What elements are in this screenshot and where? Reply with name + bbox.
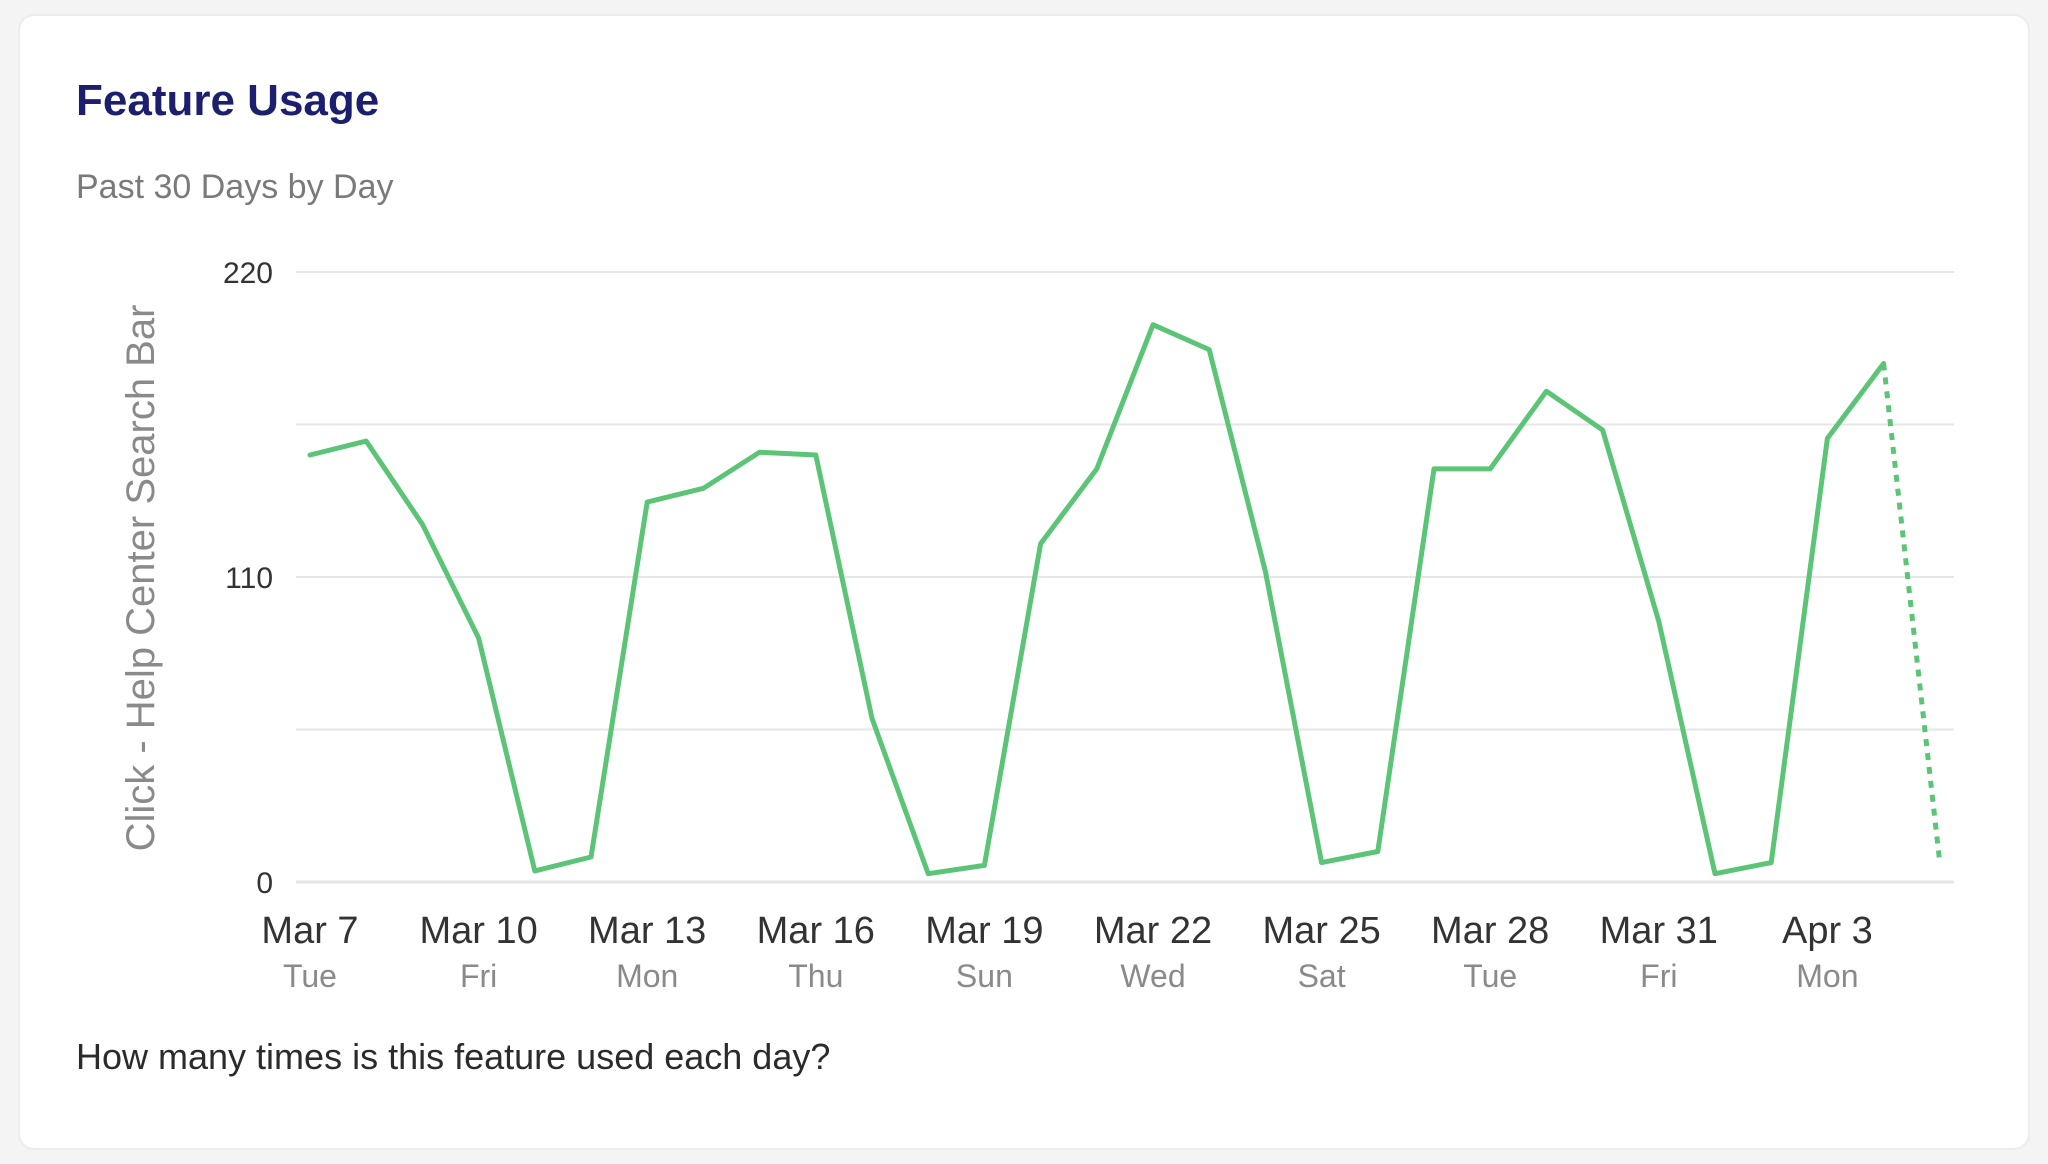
- y-tick-label: 220: [223, 257, 273, 290]
- x-tick-date: Mar 25: [1262, 910, 1380, 952]
- x-tick-weekday: Sun: [956, 958, 1013, 994]
- x-tick-date: Apr 3: [1782, 910, 1873, 952]
- x-tick-date: Mar 22: [1094, 910, 1212, 952]
- y-axis-ticks: 0 110 220: [223, 257, 273, 900]
- x-tick-date: Mar 13: [588, 910, 706, 952]
- series-line: [307, 322, 1887, 877]
- chart-subtitle: Past 30 Days by Day: [76, 168, 394, 206]
- series-line-partial-day: [1881, 363, 1943, 863]
- x-tick-weekday: Mon: [616, 958, 678, 994]
- x-tick-weekday: Tue: [1463, 958, 1517, 994]
- chart-question: How many times is this feature used each…: [76, 1036, 831, 1077]
- y-tick-label: 110: [225, 562, 273, 595]
- x-tick-date: Mar 28: [1431, 910, 1549, 952]
- x-tick-date: Mar 16: [757, 910, 875, 952]
- x-tick-weekday: Sat: [1298, 958, 1346, 994]
- y-tick-label: 0: [256, 867, 273, 900]
- x-tick-date: Mar 31: [1600, 910, 1718, 952]
- x-tick-weekday: Mon: [1796, 958, 1858, 994]
- feature-usage-card: [18, 14, 2030, 1150]
- x-tick-weekday: Fri: [1640, 958, 1677, 994]
- x-tick-weekday: Tue: [283, 958, 337, 994]
- grid-lines: [296, 271, 1954, 884]
- x-tick-weekday: Fri: [460, 958, 497, 994]
- series-usage: [307, 322, 1943, 877]
- x-tick-date: Mar 19: [925, 910, 1043, 952]
- x-tick-date: Mar 10: [419, 910, 537, 952]
- x-tick-weekday: Thu: [788, 958, 843, 994]
- x-tick-weekday: Wed: [1120, 958, 1185, 994]
- x-tick-date: Mar 7: [261, 910, 358, 952]
- chart-title: Feature Usage: [76, 76, 380, 125]
- x-axis-ticks: Mar 7 Tue Mar 10 Fri Mar 13 Mon Mar 16 Thu Mar 1…: [261, 910, 1872, 994]
- y-axis-label: Click - Help Center Search Bar: [119, 305, 163, 852]
